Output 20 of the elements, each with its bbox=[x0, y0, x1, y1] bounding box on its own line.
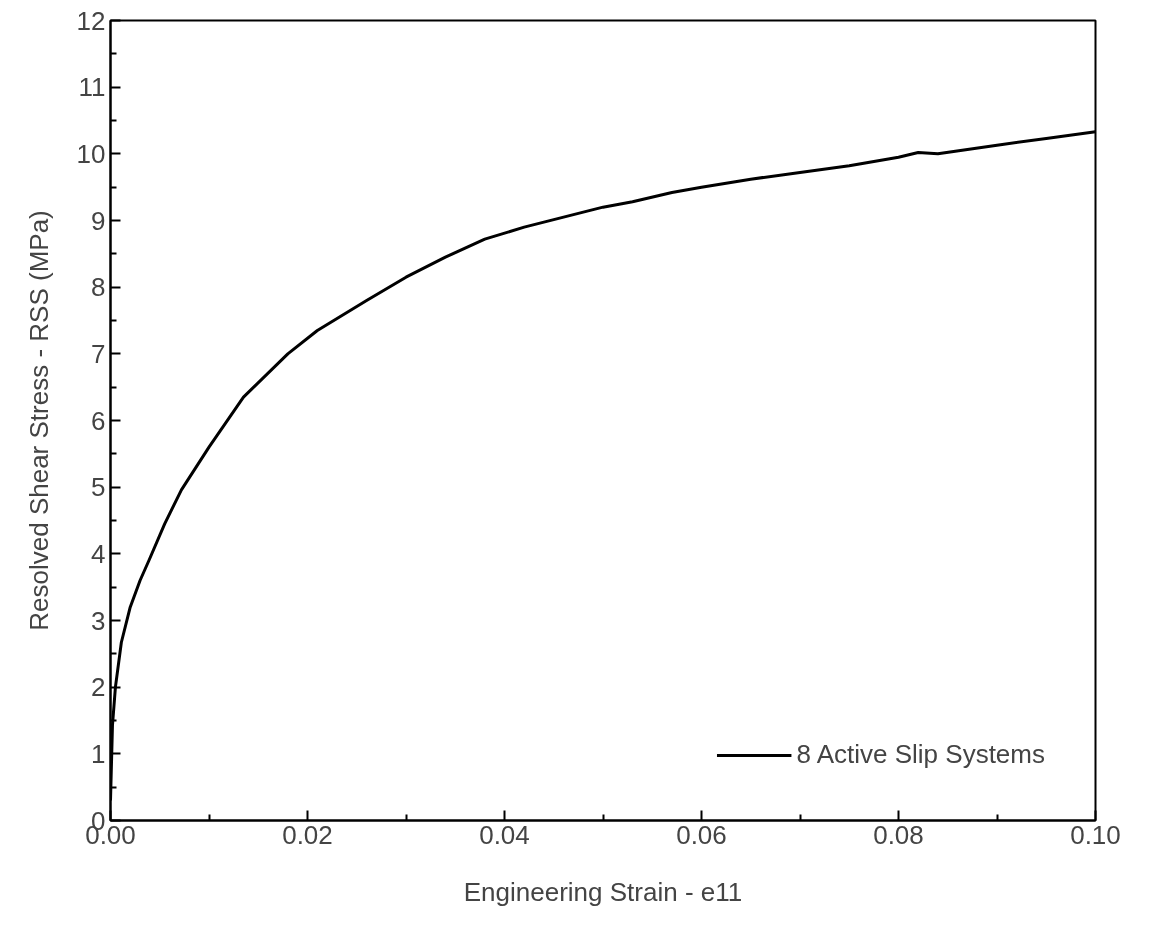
y-tick-label: 9 bbox=[91, 205, 106, 236]
y-tick-label: 8 bbox=[91, 272, 106, 303]
x-tick-label: 0.02 bbox=[282, 819, 333, 850]
x-tick-label: 0.04 bbox=[479, 819, 530, 850]
y-tick-label: 4 bbox=[91, 538, 106, 569]
legend-label: 8 Active Slip Systems bbox=[796, 739, 1045, 770]
y-tick-label: 1 bbox=[91, 738, 106, 769]
y-tick-label: 5 bbox=[91, 472, 106, 503]
x-axis-title: Engineering Strain - e11 bbox=[463, 876, 743, 907]
y-axis-title: Resolved Shear Stress - RSS (MPa) bbox=[23, 210, 54, 631]
y-tick-label: 10 bbox=[76, 138, 106, 169]
x-tick-label: 0.06 bbox=[676, 819, 727, 850]
x-tick-label: 0.08 bbox=[873, 819, 924, 850]
y-tick-label: 12 bbox=[76, 5, 106, 36]
y-tick-label: 2 bbox=[91, 672, 106, 703]
y-tick-label: 6 bbox=[91, 405, 106, 436]
x-tick-label: 0.10 bbox=[1070, 819, 1121, 850]
y-tick-label: 7 bbox=[91, 338, 106, 369]
y-tick-label: 3 bbox=[91, 605, 106, 636]
y-tick-label: 11 bbox=[78, 72, 106, 103]
